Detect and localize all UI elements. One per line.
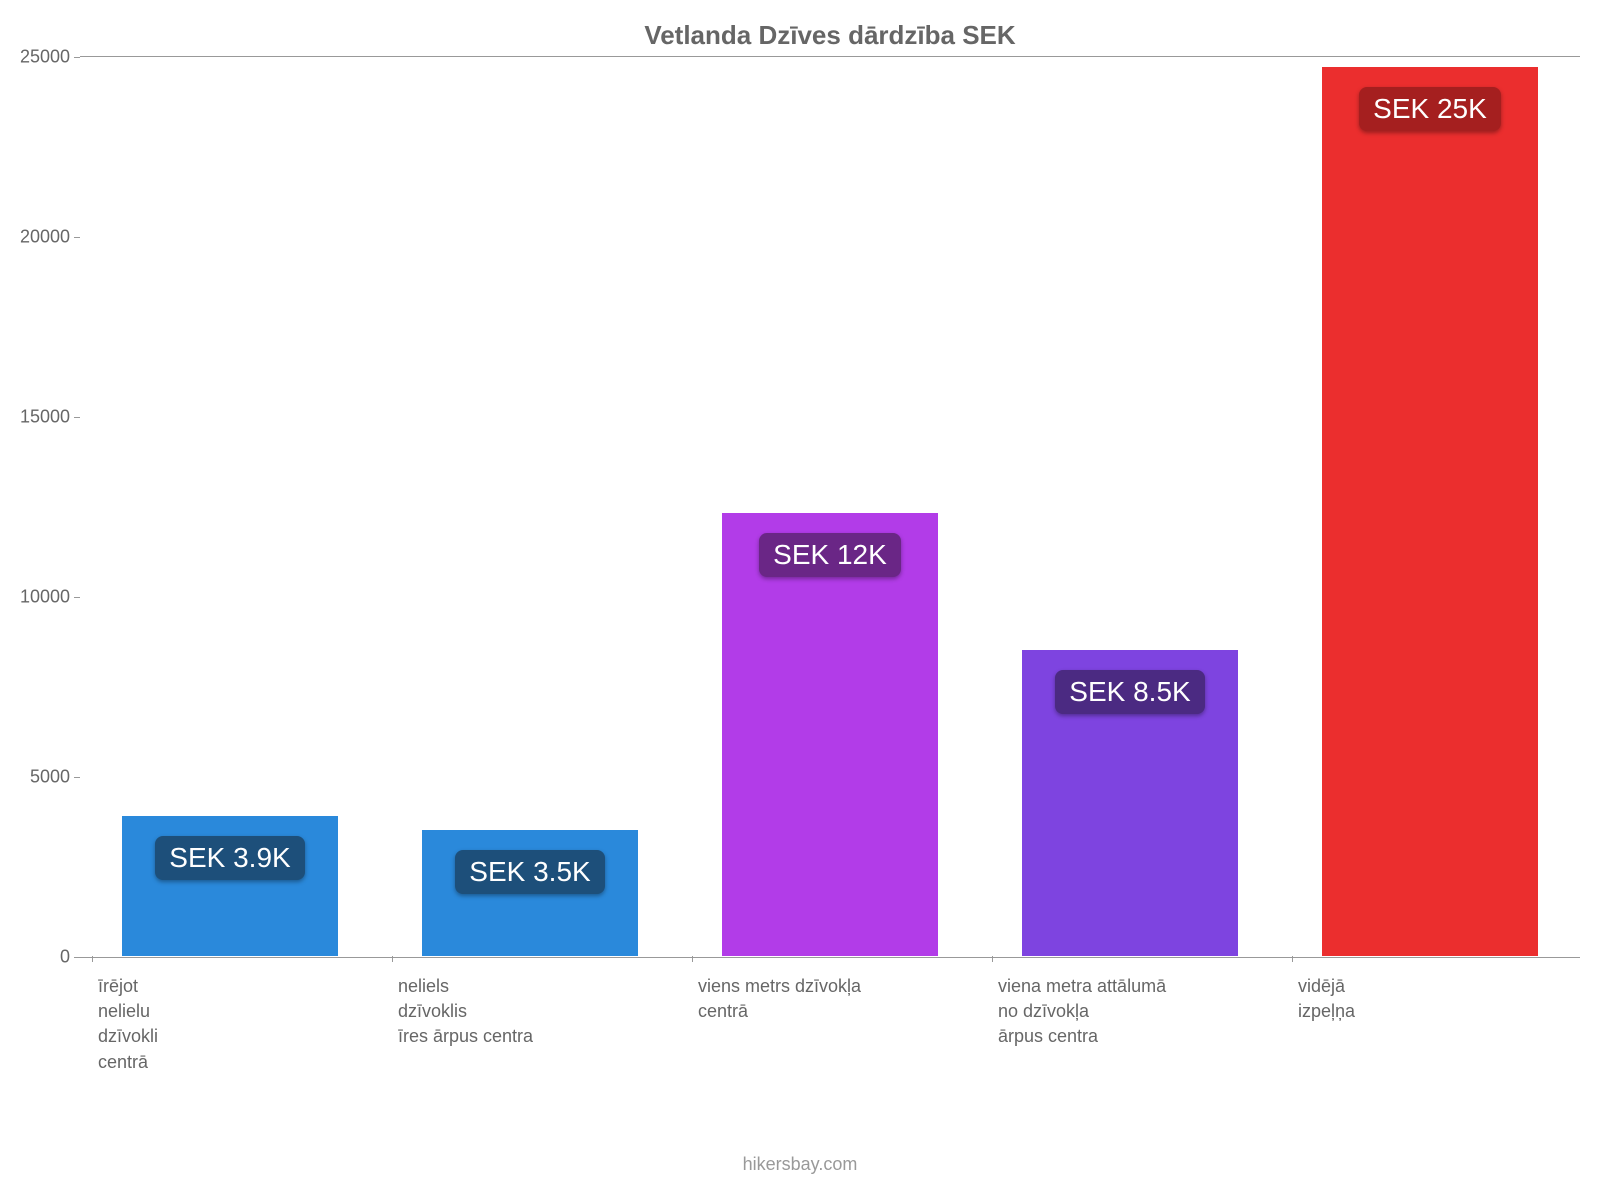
bar-value-badge: SEK 3.9K: [155, 836, 304, 880]
bar: SEK 12K: [722, 513, 938, 956]
bar-value-badge: SEK 8.5K: [1055, 670, 1204, 714]
bar-slot: SEK 3.5K: [380, 57, 680, 956]
x-label-slot: viena metra attālumā no dzīvokļa ārpus c…: [980, 974, 1280, 1075]
y-tick-label: 15000: [10, 407, 70, 428]
bar: SEK 8.5K: [1022, 650, 1238, 956]
bar-slot: SEK 3.9K: [80, 57, 380, 956]
bar-slot: SEK 8.5K: [980, 57, 1280, 956]
x-tick-mark: [692, 956, 693, 962]
x-label: vidējā izpeļņa: [1298, 974, 1550, 1024]
bar: SEK 25K: [1322, 67, 1538, 956]
x-label: neliels dzīvoklis īres ārpus centra: [398, 974, 650, 1050]
y-tick-mark: [74, 57, 80, 58]
attribution-text: hikersbay.com: [0, 1154, 1600, 1175]
chart-title: Vetlanda Dzīves dārdzība SEK: [80, 20, 1580, 51]
bars-row: SEK 3.9K SEK 3.5K SEK 12K SEK 8.5K SEK 25K: [80, 57, 1580, 956]
chart-container: Vetlanda Dzīves dārdzība SEK SEK 3.9KSEK…: [80, 10, 1580, 1110]
y-tick-label: 25000: [10, 47, 70, 68]
x-label: viena metra attālumā no dzīvokļa ārpus c…: [998, 974, 1250, 1050]
x-tick-mark: [392, 956, 393, 962]
x-label: īrējot nelielu dzīvokli centrā: [98, 974, 350, 1075]
bar-value-badge: SEK 12K: [759, 533, 901, 577]
y-tick-label: 0: [10, 947, 70, 968]
x-tick-mark: [1292, 956, 1293, 962]
y-tick-mark: [74, 237, 80, 238]
bar-value-badge: SEK 25K: [1359, 87, 1501, 131]
y-tick-label: 10000: [10, 587, 70, 608]
y-tick-label: 20000: [10, 227, 70, 248]
x-label-slot: īrējot nelielu dzīvokli centrā: [80, 974, 380, 1075]
plot-area: SEK 3.9KSEK 3.5KSEK 12KSEK 8.5KSEK 25K 0…: [80, 56, 1580, 956]
y-tick-label: 5000: [10, 767, 70, 788]
bar-value-badge: SEK 3.5K: [455, 850, 604, 894]
x-label: viens metrs dzīvokļa centrā: [698, 974, 950, 1024]
x-axis-baseline: [80, 957, 1580, 958]
x-label-slot: neliels dzīvoklis īres ārpus centra: [380, 974, 680, 1075]
bar: SEK 3.5K: [422, 830, 638, 956]
bar-slot: SEK 25K: [1280, 57, 1580, 956]
y-tick-mark: [74, 597, 80, 598]
x-label-slot: viens metrs dzīvokļa centrā: [680, 974, 980, 1075]
x-tick-mark: [92, 956, 93, 962]
bar: SEK 3.9K: [122, 816, 338, 956]
x-label-slot: vidējā izpeļņa: [1280, 974, 1580, 1075]
y-tick-mark: [74, 417, 80, 418]
y-tick-mark: [74, 777, 80, 778]
bar-slot: SEK 12K: [680, 57, 980, 956]
x-axis-labels: īrējot nelielu dzīvokli centrā neliels dz…: [80, 974, 1580, 1075]
x-tick-mark: [992, 956, 993, 962]
